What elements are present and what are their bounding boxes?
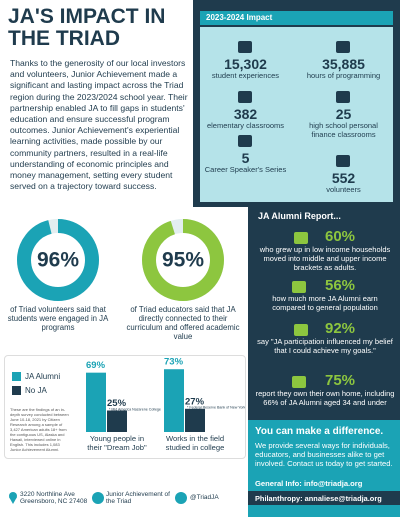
- stat-label: Career Speaker's Series: [204, 165, 287, 174]
- icon-shape: [294, 232, 308, 244]
- bar-value-label: 27%: [185, 396, 205, 407]
- stat-label: high school personal finance classrooms: [309, 121, 378, 139]
- social: @TriadJA: [190, 494, 219, 501]
- stat-value: 552: [331, 170, 356, 186]
- alumni-text: say "JA participation influenced my beli…: [257, 337, 393, 355]
- icon-shape: [238, 135, 252, 147]
- stat-value: 25: [335, 106, 352, 122]
- stat: 15,302 student experiences: [198, 56, 293, 81]
- alumni-item: 92% say "JA participation influenced my b…: [255, 320, 395, 355]
- stat-label: student experiences: [211, 71, 280, 80]
- alumni-panel: [248, 207, 400, 420]
- stat-value: 382: [233, 106, 258, 122]
- alumni-text: report they own their own home, includin…: [255, 389, 395, 407]
- stat-icon: [238, 91, 252, 103]
- alumni-value: 60%: [324, 228, 356, 245]
- alumni-icon: [294, 324, 308, 336]
- impact-box: [200, 27, 393, 202]
- org: Junior Achievement of the Triad: [106, 491, 170, 505]
- stat: 552 volunteers: [296, 170, 391, 195]
- cta-band: [248, 491, 400, 505]
- legend-label: No JA: [25, 386, 47, 395]
- icon-shape: [294, 324, 308, 336]
- stat: 5 Career Speaker's Series: [198, 150, 293, 175]
- donut-chart: 96% 95%: [17, 219, 224, 301]
- stat-icon: [336, 41, 350, 53]
- cta-text: We provide several ways for individuals,…: [255, 441, 393, 468]
- intro: Thanks to the generosity of our local in…: [10, 58, 188, 192]
- legend-swatch: [12, 372, 21, 381]
- stat-icon: [336, 155, 350, 167]
- donut-label: 95%: [162, 249, 204, 272]
- social-icon: [175, 492, 187, 504]
- alumni-text: who grew up in low income households mov…: [259, 245, 391, 272]
- icon-shape: [292, 281, 306, 293]
- alumni-icon: [292, 281, 306, 293]
- stat-icon: [238, 135, 252, 147]
- bar-source: * Mid America Nazarene College: [109, 407, 161, 411]
- alumni-value: 56%: [324, 277, 356, 294]
- icon-shape: [238, 91, 252, 103]
- survey-note: These are the findings of an in-depth su…: [10, 407, 69, 452]
- bar-value-label: 25%: [107, 398, 127, 409]
- alumni-icon: [294, 232, 308, 244]
- legend-label: JA Alumni: [25, 372, 60, 381]
- alumni-item: 60% who grew up in low income households …: [255, 228, 395, 272]
- icon-shape: [336, 155, 350, 167]
- bar-value-label: 69%: [86, 360, 106, 371]
- bar-caption: Young people in their "Dream Job": [87, 434, 147, 452]
- bar: [185, 408, 205, 432]
- icon-shape: [336, 41, 350, 53]
- alumni-icon: [292, 376, 306, 388]
- alumni-value: 92%: [324, 320, 356, 337]
- bar-value-label: 73%: [164, 357, 184, 368]
- stat-icon: [336, 91, 350, 103]
- alumni-item: 56% how much more JA Alumni earn compared…: [255, 277, 395, 312]
- title: JA'S IMPACT IN THE TRIAD: [8, 5, 166, 50]
- stat-label: volunteers: [326, 185, 361, 194]
- bar-chart: JA Alumni No JA 69% 25%* Mid America Nazare…: [12, 357, 245, 432]
- alumni-text: how much more JA Alumni earn compared to…: [272, 294, 378, 312]
- bar-caption: Works in the field studied in college: [165, 434, 225, 452]
- donut-arc: [17, 219, 99, 301]
- donut-caption: of Triad volunteers said that students w…: [7, 305, 109, 332]
- footer: 3220 Northline Ave Greensboro, NC 27408 …: [0, 488, 248, 517]
- bar: [86, 372, 106, 432]
- alumni-item: 75% report they own their own home, inclu…: [255, 372, 395, 407]
- cta-philanthropy: Philanthropy: annaliese@triadja.org: [255, 494, 382, 503]
- legend-swatch: [12, 386, 21, 395]
- icon-shape: [336, 91, 350, 103]
- stat-value: 35,885: [322, 56, 365, 72]
- cta-general: General Info: info@triadja.org: [255, 479, 363, 488]
- stat-label: elementary classrooms: [206, 121, 285, 130]
- stat-label: hours of programming: [306, 71, 381, 80]
- icon-shape: [292, 376, 306, 388]
- donut-label: 96%: [37, 249, 79, 272]
- pin-icon: [9, 492, 17, 504]
- chart-frame: [4, 355, 246, 459]
- alumni-value: 75%: [324, 372, 356, 389]
- stat-value: 5: [241, 150, 250, 166]
- stat: 382 elementary classrooms: [198, 106, 293, 131]
- donut-caption: of Triad educators said that JA directly…: [126, 305, 240, 341]
- address: 3220 Northline Ave Greensboro, NC 27408: [20, 491, 88, 505]
- icon-shape: [238, 41, 252, 53]
- stat-icon: [238, 41, 252, 53]
- logo: [92, 492, 104, 504]
- donut-arc: [142, 219, 224, 301]
- bar: [164, 369, 184, 432]
- cta-title: You can make a difference.: [255, 426, 384, 437]
- bar: [107, 410, 127, 432]
- bar-source: * Federal Reserve Bank of New York: [187, 406, 245, 410]
- impact-title: 2023-2024 Impact: [200, 11, 393, 25]
- stat: 25 high school personal finance classroom…: [296, 106, 391, 139]
- alumni-title: JA Alumni Report...: [258, 211, 341, 221]
- stat: 35,885 hours of programming: [296, 56, 391, 81]
- stat-value: 15,302: [224, 56, 267, 72]
